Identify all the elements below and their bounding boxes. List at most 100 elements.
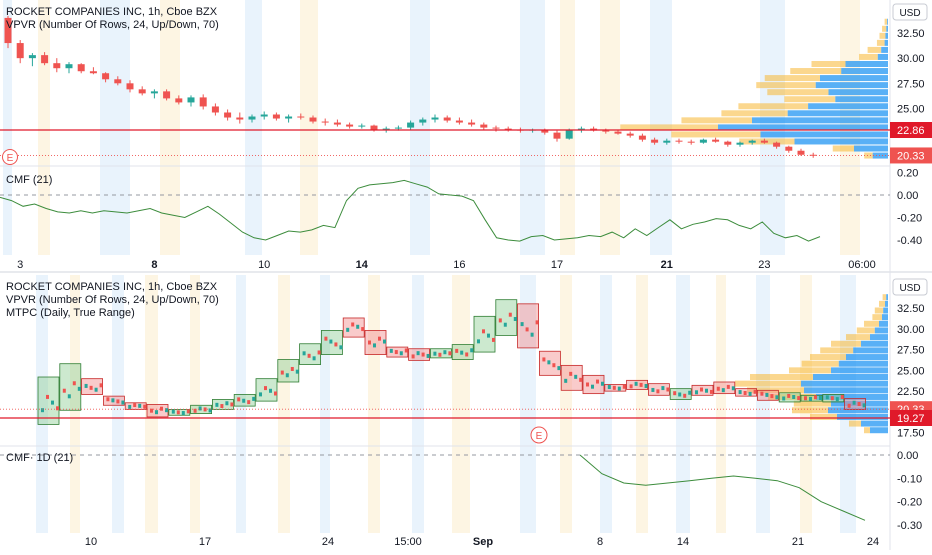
time-axis-top[interactable]: 3 8 10 14 16 17 21 23 06:00 bbox=[17, 259, 876, 271]
candles-top bbox=[4, 15, 817, 158]
vpvr-bar-down bbox=[879, 320, 888, 327]
candle bbox=[748, 140, 756, 143]
candle bbox=[574, 374, 578, 379]
candle bbox=[787, 393, 791, 398]
vpvr-bar-down bbox=[883, 307, 888, 314]
candle bbox=[661, 386, 665, 391]
candle bbox=[116, 399, 120, 404]
horizontal-price-line-bottom[interactable] bbox=[0, 408, 890, 419]
time-axis-label: 17 bbox=[199, 536, 211, 548]
time-axis-bottom[interactable]: 10 17 24 15:00 Sep 8 14 21 24 bbox=[85, 536, 879, 548]
vpvr-bar-down bbox=[882, 314, 888, 321]
vpvr-bar-up bbox=[620, 124, 718, 131]
candle bbox=[770, 394, 774, 399]
vpvr-bar-down bbox=[794, 138, 888, 145]
candle bbox=[89, 71, 97, 74]
session-band bbox=[676, 275, 690, 533]
candle bbox=[67, 394, 71, 399]
candle bbox=[285, 373, 289, 378]
vpvr-bar-down bbox=[886, 25, 888, 32]
candle bbox=[111, 398, 115, 403]
vpvr-bar-down bbox=[884, 39, 888, 46]
candle bbox=[186, 409, 190, 414]
candle bbox=[187, 97, 195, 103]
candle bbox=[487, 333, 490, 338]
candle bbox=[368, 340, 371, 345]
candle bbox=[644, 384, 648, 389]
time-axis-label: 17 bbox=[551, 259, 563, 271]
candle bbox=[797, 150, 805, 155]
daily-boxes-bottom bbox=[37, 299, 866, 425]
currency-button-bottom[interactable] bbox=[892, 278, 928, 296]
session-band bbox=[236, 275, 246, 533]
price-axis-label: 30.00 bbox=[897, 324, 925, 336]
session-band bbox=[410, 0, 430, 255]
session-band bbox=[100, 0, 130, 255]
earnings-marker-top[interactable] bbox=[2, 149, 18, 165]
candle bbox=[705, 388, 708, 393]
vpvr-bar-up bbox=[721, 110, 788, 117]
candle bbox=[181, 411, 185, 416]
candle bbox=[804, 396, 807, 401]
session-band bbox=[112, 275, 124, 533]
session-band bbox=[245, 0, 262, 255]
vpvr-bar-down bbox=[816, 393, 888, 400]
candle bbox=[252, 396, 256, 401]
candle bbox=[242, 398, 246, 403]
candle bbox=[520, 322, 524, 327]
candle bbox=[176, 410, 180, 415]
cmf-axis-label: -0.20 bbox=[897, 497, 922, 509]
daily-box-up bbox=[37, 376, 60, 425]
candle bbox=[569, 371, 573, 376]
candle bbox=[230, 402, 234, 407]
candle bbox=[438, 352, 442, 357]
candle bbox=[530, 332, 534, 337]
candle bbox=[237, 397, 241, 402]
candle bbox=[346, 124, 354, 127]
candle bbox=[46, 394, 49, 399]
horizontal-price-line-top[interactable] bbox=[0, 129, 890, 156]
candle bbox=[743, 390, 747, 395]
candle bbox=[339, 345, 343, 350]
candle bbox=[525, 327, 529, 332]
vpvr-bar-up bbox=[810, 413, 837, 420]
candle bbox=[259, 392, 262, 397]
session-band bbox=[636, 275, 648, 533]
session-band bbox=[160, 0, 180, 255]
candle bbox=[626, 133, 634, 136]
candle bbox=[312, 356, 316, 361]
candle bbox=[51, 400, 54, 405]
time-axis-label: 14 bbox=[677, 536, 689, 548]
vpvr-bar-up bbox=[864, 427, 870, 434]
candle bbox=[4, 17, 12, 44]
cmf-axis-label: -0.20 bbox=[897, 213, 922, 225]
time-axis-label: 10 bbox=[258, 259, 270, 271]
price-axis-label: 32.50 bbox=[897, 28, 925, 40]
vpvr-bar-down bbox=[861, 420, 888, 427]
currency-button-top[interactable] bbox=[892, 3, 928, 21]
cmf-pane-bottom: 0.00 -0.10 -0.20 -0.30 bbox=[0, 450, 922, 532]
vpvr-bar-down bbox=[870, 427, 888, 434]
session-band bbox=[300, 0, 318, 255]
vpvr-bar-up bbox=[811, 60, 846, 67]
cmf-axis-label: -0.10 bbox=[897, 473, 922, 485]
candle bbox=[102, 73, 110, 80]
candle bbox=[215, 402, 219, 407]
candle bbox=[675, 140, 683, 142]
vpvr-bar-up bbox=[867, 46, 882, 53]
candle bbox=[334, 342, 338, 347]
candle bbox=[638, 135, 646, 140]
candle bbox=[329, 339, 333, 344]
candle bbox=[712, 139, 720, 142]
candle bbox=[62, 388, 66, 393]
earnings-marker-bottom[interactable] bbox=[530, 426, 548, 444]
candle bbox=[199, 97, 207, 107]
vpvr-bar-up bbox=[849, 420, 861, 427]
candle bbox=[602, 130, 610, 132]
candle bbox=[504, 128, 512, 130]
vpvr-histogram-bottom bbox=[735, 294, 888, 434]
session-band bbox=[145, 275, 158, 533]
